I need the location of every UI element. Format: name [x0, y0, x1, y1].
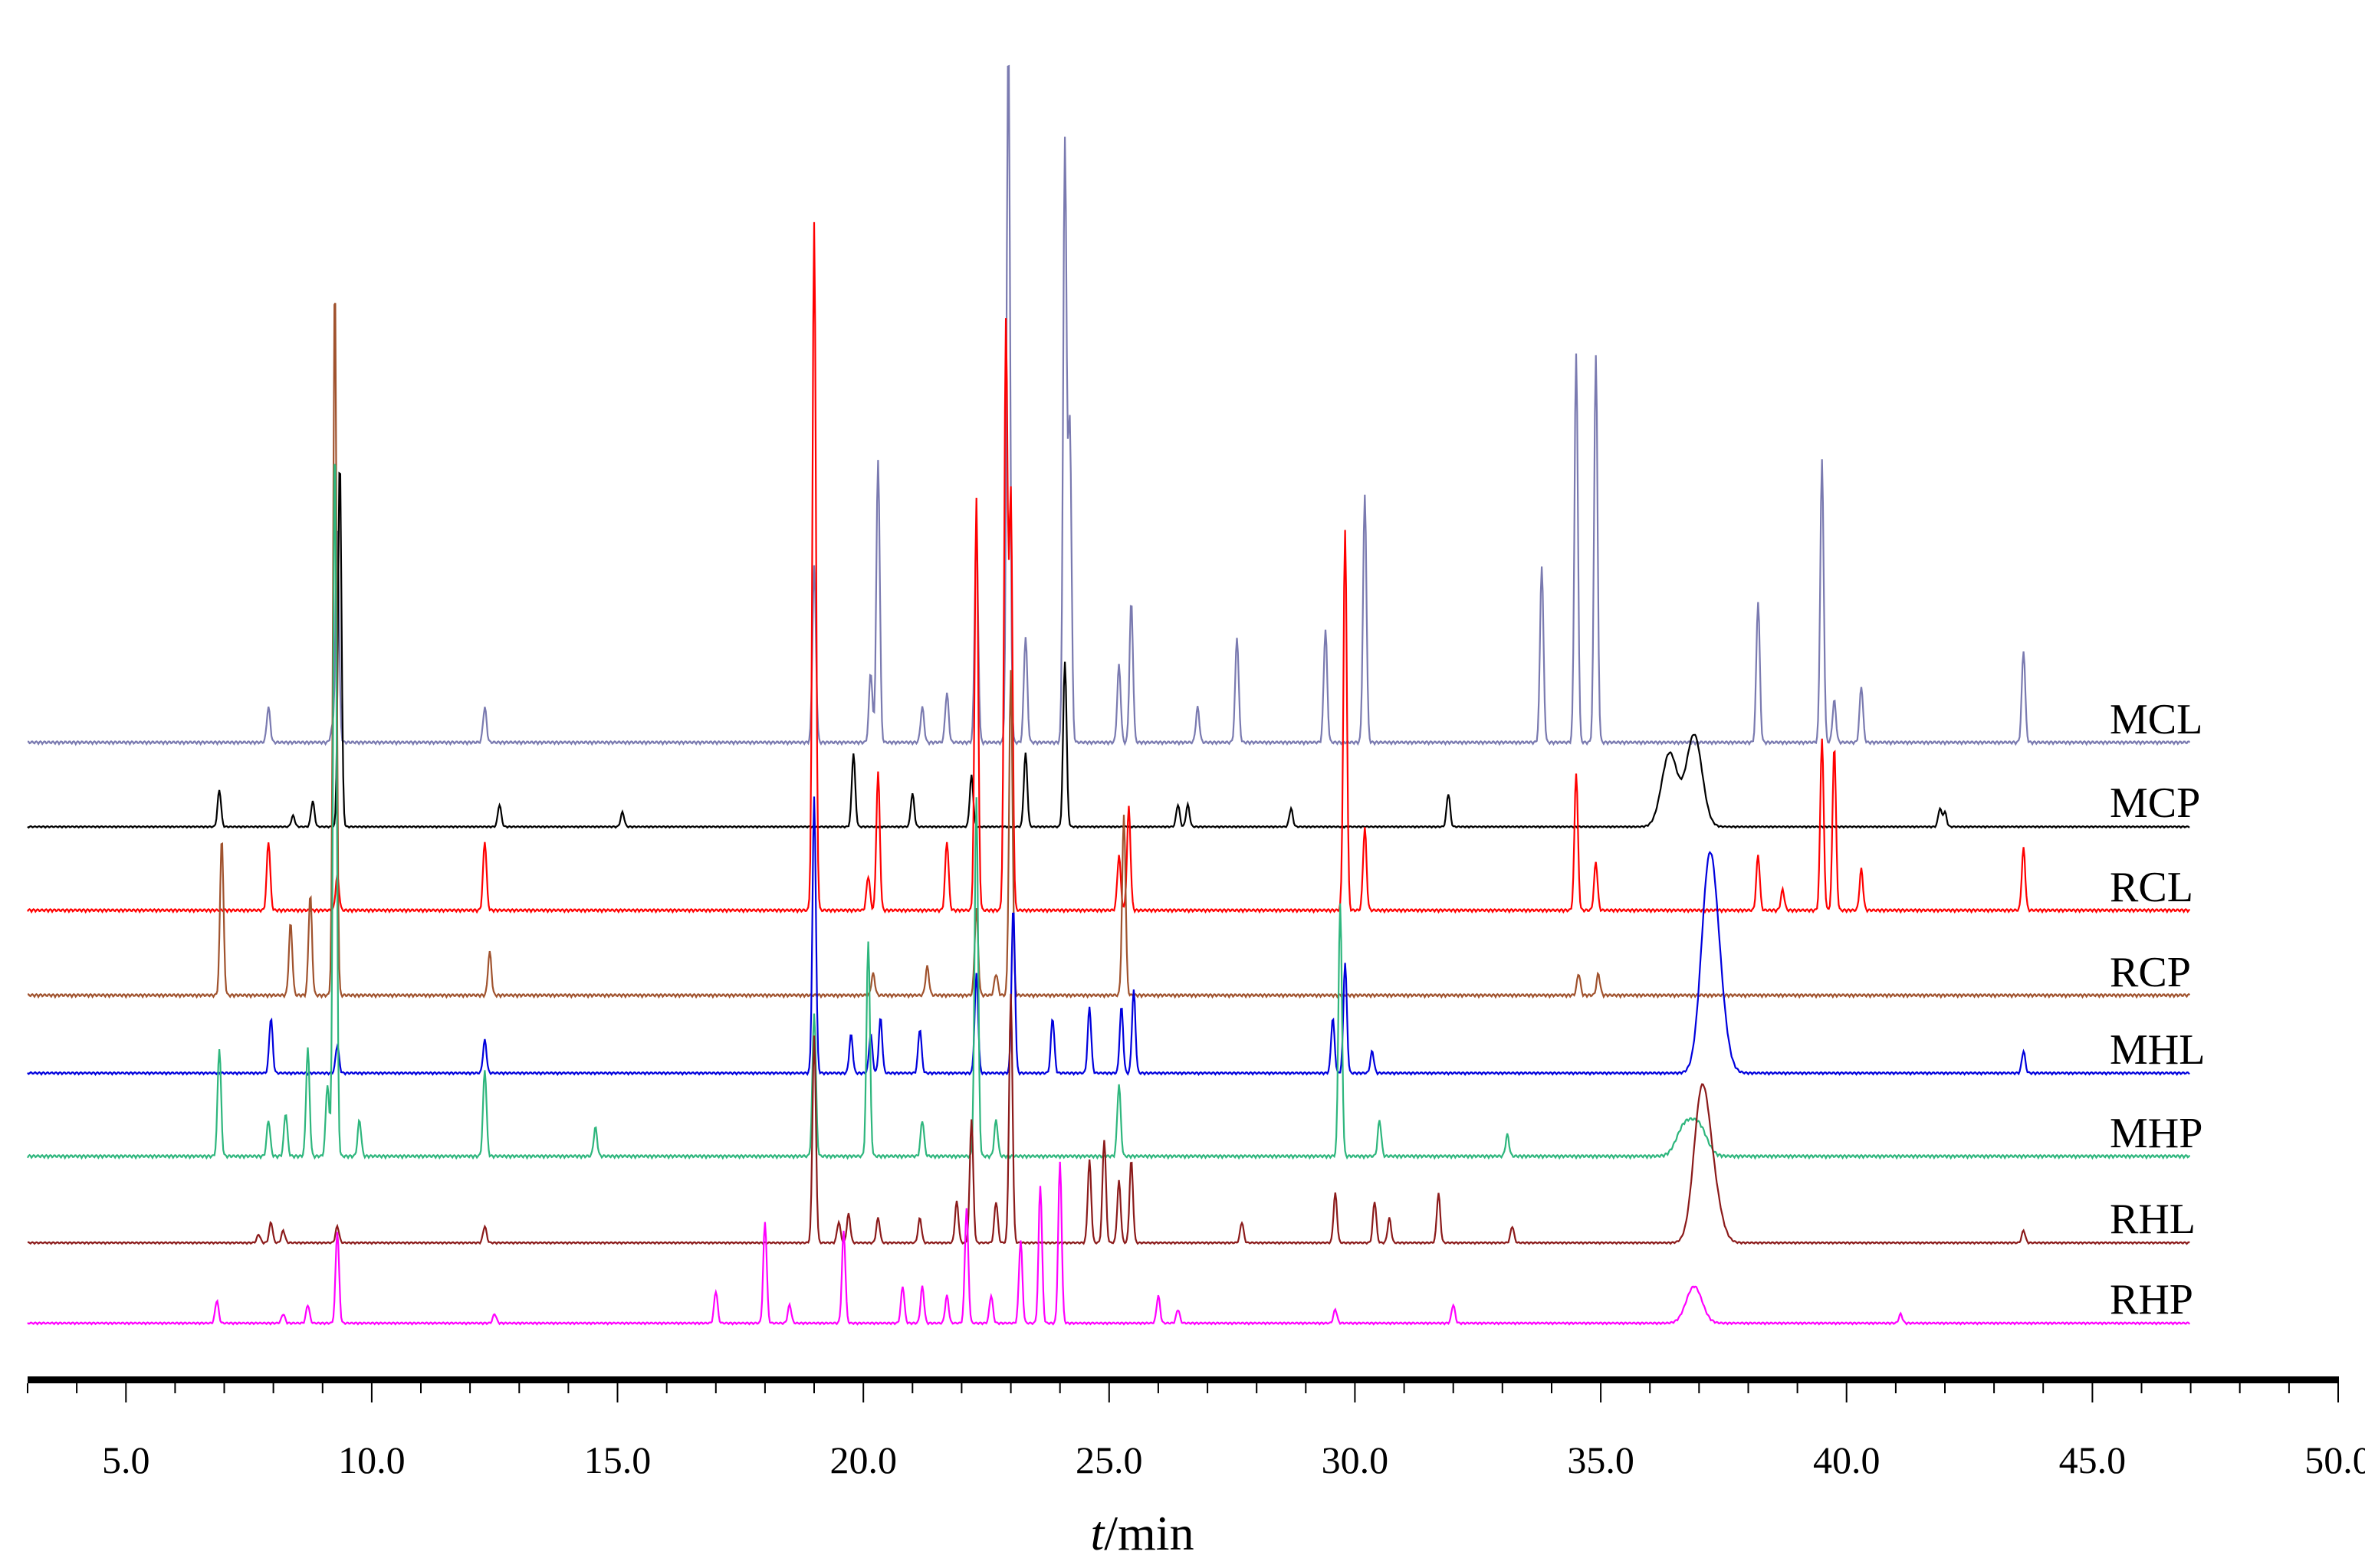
x-axis: 5.0 10.0 15.0 20.0 25.0 30.0 35.0 40.0 45.0 50.0 …: [27, 1376, 2365, 1560]
x-tick-label: 45.0: [2059, 1438, 2127, 1481]
x-tick-label: 10.0: [338, 1438, 406, 1481]
x-tick-label: 5.0: [102, 1438, 150, 1481]
trace-label-mcp: MCP: [2110, 779, 2200, 827]
trace-mcp: [27, 471, 2190, 829]
trace-mcl: [27, 64, 2191, 746]
x-tick-labels-group: 5.0 10.0 15.0 20.0 25.0 30.0 35.0 40.0 45.0 50.0: [102, 1438, 2365, 1481]
trace-label-mcl: MCL: [2110, 696, 2202, 743]
trace-rhp: [27, 1161, 2191, 1326]
x-tick-label: 35.0: [1567, 1438, 1634, 1481]
x-tick-label: 30.0: [1322, 1438, 1389, 1481]
x-tick-label: 25.0: [1076, 1438, 1143, 1481]
x-axis-bar: [28, 1376, 2339, 1383]
x-tick-label: 15.0: [584, 1438, 652, 1481]
trace-rcp: [28, 302, 2191, 999]
x-ticks-group: [27, 1383, 2339, 1402]
trace-labels-group: MCL MCP RCL RCP MHL MHP RHL RHP: [2110, 696, 2205, 1324]
trace-rcl: [27, 221, 2191, 914]
trace-rhl: [27, 993, 2190, 1245]
trace-label-mhl: MHL: [2110, 1026, 2205, 1074]
trace-mhl: [27, 796, 2190, 1077]
traces-group: [27, 64, 2191, 1326]
x-tick-label: 50.0: [2304, 1438, 2365, 1481]
x-tick-label: 20.0: [829, 1438, 897, 1481]
trace-label-rhl: RHL: [2110, 1196, 2196, 1243]
trace-label-mhp: MHP: [2110, 1110, 2202, 1157]
trace-label-rhp: RHP: [2110, 1276, 2193, 1324]
x-axis-title: t/min: [1090, 1506, 1194, 1560]
trace-label-rcl: RCL: [2110, 864, 2193, 911]
trace-mhp: [27, 464, 2191, 1160]
trace-label-rcp: RCP: [2110, 949, 2191, 996]
x-tick-label: 40.0: [1813, 1438, 1881, 1481]
